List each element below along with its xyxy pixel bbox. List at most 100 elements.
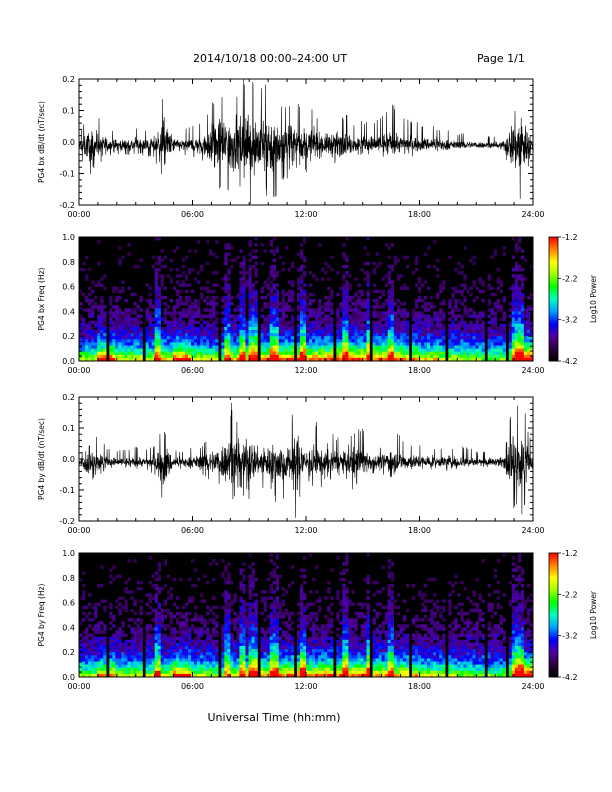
spectrogram-cell (342, 305, 346, 309)
spectrogram-cell (284, 292, 289, 297)
spectrogram-cell (502, 330, 506, 334)
spectrogram-cell (227, 295, 231, 300)
spectrogram-cell (188, 667, 192, 672)
spectrogram-cell (242, 320, 246, 325)
spectrogram-cell (178, 611, 183, 616)
spectrogram-cell (209, 642, 213, 647)
spectrogram-cell (433, 345, 437, 349)
spectrogram-cell (511, 333, 516, 337)
spectrogram-cell (215, 295, 219, 300)
spectrogram-cell (124, 345, 128, 349)
spectrogram-cell (145, 664, 149, 668)
spectrogram-cell (154, 302, 158, 306)
spectrogram-cell (136, 333, 140, 337)
spectrogram-cell (91, 326, 95, 331)
spectrogram-cell (191, 317, 195, 321)
spectrogram-cell (181, 326, 186, 331)
spectrogram-cell (181, 615, 186, 619)
spectrogram-cell (502, 342, 506, 346)
spectrogram-cell (109, 605, 113, 610)
spectrogram-cell (421, 336, 425, 340)
spectrogram-cell (181, 636, 186, 641)
spectrogram-cell (178, 652, 183, 656)
spectrogram-cell (112, 286, 116, 290)
spectrogram-cell (275, 624, 279, 628)
spectrogram-cell (269, 305, 273, 309)
spectrogram-cell (248, 621, 252, 625)
spectrogram-cell (312, 314, 316, 318)
spectrogram-cell (405, 314, 410, 318)
spectrogram-cell (339, 323, 343, 328)
spectrogram-cell (236, 255, 240, 259)
spectrogram-cell (272, 258, 276, 263)
spectrogram-cell (251, 336, 255, 340)
spectrogram-cell (296, 670, 301, 675)
spectrogram-cell (309, 314, 313, 318)
spectrogram-cell (254, 357, 258, 362)
spectrogram-cell (463, 354, 467, 359)
spectrogram-cell (357, 283, 361, 287)
spectrogram-cell (181, 673, 186, 678)
spectrogram-cell (178, 655, 183, 659)
spectrogram-cell (100, 323, 104, 328)
spectrogram-cell (118, 630, 122, 634)
spectrogram-cell (194, 661, 198, 665)
spectrogram-cell (88, 658, 92, 662)
spectrogram-cell (209, 252, 213, 256)
spectrogram-cell (230, 649, 234, 653)
spectrogram-cell (181, 302, 186, 306)
spectrogram-cell (366, 237, 370, 241)
spectrogram-cell (118, 655, 122, 659)
spectrogram-cell (91, 308, 95, 312)
spectrogram-cell (460, 314, 464, 318)
spectrogram-cell (133, 342, 137, 346)
spectrogram-cell (103, 342, 107, 346)
spectrogram-cell (520, 345, 525, 349)
spectrogram-cell (178, 339, 183, 343)
spectrogram-cell (157, 308, 161, 312)
spectrogram-cell (387, 274, 391, 278)
spectrogram-cell (511, 320, 516, 325)
spectrogram-cell (188, 655, 192, 659)
spectrogram-cell (303, 271, 307, 275)
spectrogram-cell (514, 336, 519, 340)
spectrogram-cell (115, 655, 119, 659)
spectrogram-cell (290, 323, 295, 328)
spectrogram-cell (148, 670, 152, 675)
spectrogram-cell (163, 559, 167, 563)
spectrogram-cell (457, 330, 461, 334)
spectrogram-cell (197, 280, 201, 284)
spectrogram-cell (94, 646, 98, 650)
spectrogram-cell (366, 305, 370, 309)
spectrogram-cell (402, 286, 407, 290)
spectrogram-cell (296, 299, 301, 303)
spectrogram-cell (188, 342, 192, 346)
spectrogram-cell (275, 314, 279, 318)
spectrogram-cell (163, 317, 167, 321)
spectrogram-cell (212, 661, 216, 665)
spectrogram-cell (157, 258, 161, 263)
spectrogram-cell (436, 330, 440, 334)
spectrogram-cell (348, 299, 352, 303)
spectrogram-cell (224, 673, 228, 678)
spectrogram-cell (309, 602, 313, 606)
spectrogram-cell (233, 627, 237, 631)
spectrogram-cell (175, 351, 180, 356)
spectrogram-cell (194, 670, 198, 675)
spectrogram-cell (478, 357, 482, 362)
spectrogram-cell (315, 342, 319, 346)
spectrogram-cell (517, 295, 522, 300)
spectrogram-cell (481, 333, 485, 337)
spectrogram-cell (254, 633, 258, 637)
spectrogram-cell (475, 339, 479, 343)
spectrogram-cell (194, 652, 198, 656)
spectrogram-cell (100, 342, 104, 346)
spectrogram-cell (439, 320, 443, 325)
spectrogram-cell (508, 345, 513, 349)
spectrogram-cell (360, 339, 364, 343)
spectrogram-cell (124, 336, 128, 340)
spectrogram-cell (181, 624, 186, 628)
spectrogram-cell (148, 326, 152, 331)
spectrogram-cell (154, 596, 158, 600)
spectrogram-cell (230, 348, 234, 352)
